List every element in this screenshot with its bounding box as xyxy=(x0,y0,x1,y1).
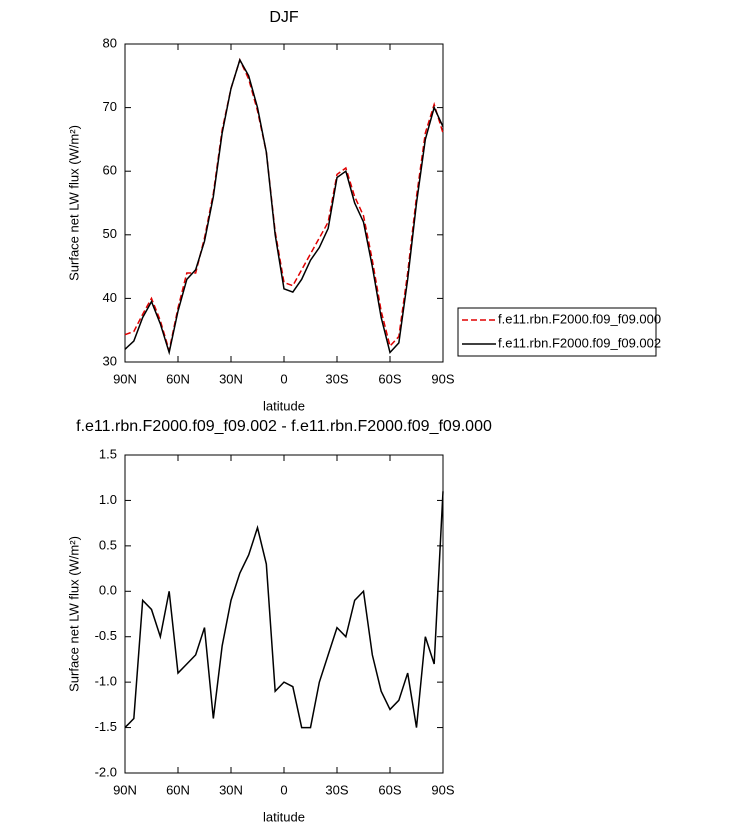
y-tick-label: -1.0 xyxy=(95,674,117,689)
y-tick-label: 0.0 xyxy=(99,583,117,598)
legend-box xyxy=(457,307,657,357)
y-tick-label: 40 xyxy=(103,290,117,305)
plot-frame xyxy=(124,454,444,774)
x-tick-label: 30N xyxy=(219,371,243,386)
x-tick-label: 30S xyxy=(325,782,348,797)
chart-title: DJF xyxy=(269,9,299,26)
y-tick-label: 1.5 xyxy=(99,446,117,461)
y-tick-label: 60 xyxy=(103,163,117,178)
y-tick-label: 30 xyxy=(103,353,117,368)
y-tick-label: 50 xyxy=(103,226,117,241)
x-tick-label: 60S xyxy=(378,782,401,797)
x-tick-label: 60S xyxy=(378,371,401,386)
line-series xyxy=(124,491,444,729)
legend-label: f.e11.rbn.F2000.f09_f09.000 xyxy=(498,311,661,326)
x-tick-label: 30N xyxy=(219,782,243,797)
x-tick-label: 90S xyxy=(431,782,454,797)
y-tick-label: -1.5 xyxy=(95,719,117,734)
y-tick-label: 0.5 xyxy=(99,537,117,552)
y-axis-label: Surface net LW flux (W/m²) xyxy=(66,536,81,692)
plot-frame xyxy=(124,43,444,363)
y-tick-label: -2.0 xyxy=(95,764,117,779)
line-series xyxy=(124,57,444,356)
y-tick-label: -0.5 xyxy=(95,628,117,643)
y-tick-label: 70 xyxy=(103,99,117,114)
x-axis-label: latitude xyxy=(263,398,305,413)
x-tick-label: 30S xyxy=(325,371,348,386)
y-axis-label: Surface net LW flux (W/m²) xyxy=(66,125,81,281)
x-tick-label: 0 xyxy=(280,782,287,797)
x-axis-label: latitude xyxy=(263,809,305,824)
x-tick-label: 0 xyxy=(280,371,287,386)
line-series xyxy=(124,57,444,351)
x-tick-label: 60N xyxy=(166,782,190,797)
y-tick-label: 80 xyxy=(103,35,117,50)
y-tick-label: 1.0 xyxy=(99,492,117,507)
x-tick-label: 90N xyxy=(113,782,137,797)
x-tick-label: 60N xyxy=(166,371,190,386)
chart-title: f.e11.rbn.F2000.f09_f09.002 - f.e11.rbn.… xyxy=(76,418,492,435)
x-tick-label: 90S xyxy=(431,371,454,386)
x-tick-label: 90N xyxy=(113,371,137,386)
legend-label: f.e11.rbn.F2000.f09_f09.002 xyxy=(498,335,661,350)
